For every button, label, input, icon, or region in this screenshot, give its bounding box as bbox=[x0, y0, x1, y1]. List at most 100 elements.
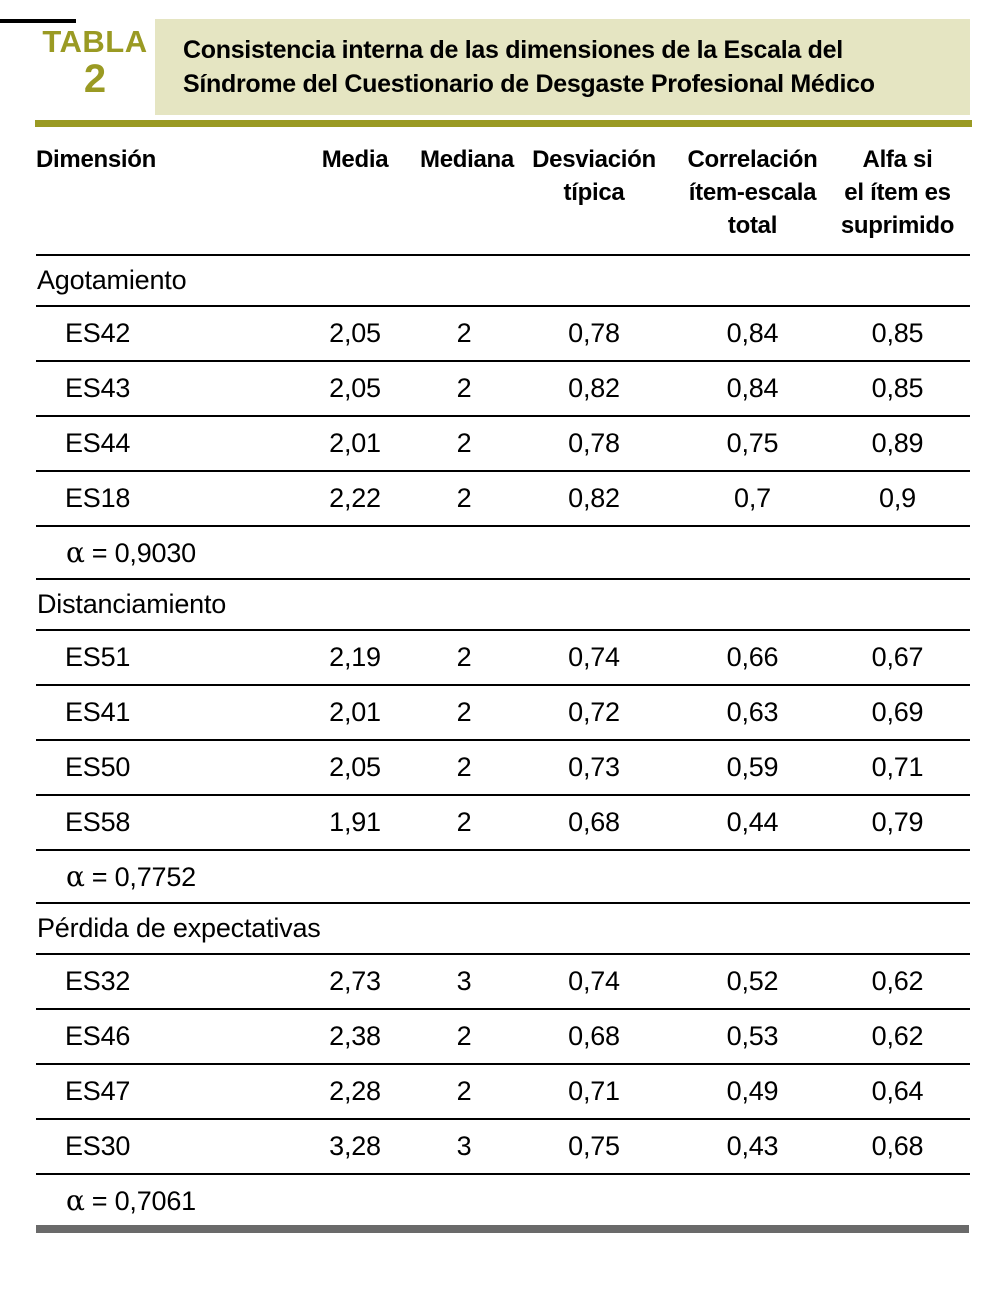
cell-correlacion: 0,84 bbox=[680, 306, 825, 362]
cronbach-alpha: α = 0,7061 bbox=[36, 1174, 970, 1225]
section-row-perdida-de-expectativas: Pérdida de expectativas bbox=[36, 903, 970, 955]
alpha-symbol: α bbox=[66, 1183, 85, 1217]
cell-mediana: 3 bbox=[420, 954, 508, 1010]
cell-alfa: 0,69 bbox=[825, 685, 970, 741]
table-title-line1: Consistencia interna de las dimensiones … bbox=[183, 36, 843, 64]
cell-mediana: 2 bbox=[420, 471, 508, 527]
table-title-line2: Síndrome del Cuestionario de Desgaste Pr… bbox=[183, 70, 875, 98]
table-row: ES58 1,91 2 0,68 0,44 0,79 bbox=[36, 795, 970, 851]
cell-item: ES43 bbox=[36, 361, 290, 417]
cell-mediana: 2 bbox=[420, 361, 508, 417]
section-name: Agotamiento bbox=[36, 255, 970, 307]
cell-desviacion: 0,68 bbox=[508, 795, 680, 851]
cell-alfa: 0,89 bbox=[825, 416, 970, 472]
alpha-value: = 0,7752 bbox=[91, 862, 196, 892]
cell-alfa: 0,62 bbox=[825, 954, 970, 1010]
cell-item: ES46 bbox=[36, 1009, 290, 1065]
cell-correlacion: 0,84 bbox=[680, 361, 825, 417]
col-header-alfa: Alfa si el ítem es suprimido bbox=[825, 141, 970, 256]
table-row: ES51 2,19 2 0,74 0,66 0,67 bbox=[36, 630, 970, 686]
cell-item: ES58 bbox=[36, 795, 290, 851]
table-row: ES42 2,05 2 0,78 0,84 0,85 bbox=[36, 306, 970, 362]
cell-item: ES41 bbox=[36, 685, 290, 741]
cell-correlacion: 0,49 bbox=[680, 1064, 825, 1120]
table-row: ES43 2,05 2 0,82 0,84 0,85 bbox=[36, 361, 970, 417]
cell-correlacion: 0,53 bbox=[680, 1009, 825, 1065]
alpha-value: = 0,7061 bbox=[91, 1185, 196, 1216]
alpha-symbol: α bbox=[66, 536, 85, 569]
table-header-band: TABLA 2 Consistencia interna de las dime… bbox=[35, 19, 970, 115]
cell-item: ES51 bbox=[36, 630, 290, 686]
col-header-mediana: Mediana bbox=[420, 141, 514, 256]
cell-media: 2,01 bbox=[290, 416, 420, 472]
table-row: ES41 2,01 2 0,72 0,63 0,69 bbox=[36, 685, 970, 741]
cell-mediana: 2 bbox=[420, 740, 508, 796]
cell-media: 2,73 bbox=[290, 954, 420, 1010]
cell-mediana: 2 bbox=[420, 306, 508, 362]
cronbach-alpha: α = 0,9030 bbox=[36, 526, 970, 580]
alpha-symbol: α bbox=[66, 860, 85, 893]
cell-item: ES18 bbox=[36, 471, 290, 527]
cell-correlacion: 0,43 bbox=[680, 1119, 825, 1175]
alpha-row: α = 0,7752 bbox=[36, 850, 970, 904]
cell-media: 2,38 bbox=[290, 1009, 420, 1065]
cell-media: 2,05 bbox=[290, 361, 420, 417]
consistency-table: Dimensión Media Mediana Desviación típic… bbox=[36, 141, 970, 1225]
table-bottom-rule bbox=[36, 1225, 969, 1233]
section-row-distanciamiento: Distanciamiento bbox=[36, 579, 970, 631]
cell-item: ES47 bbox=[36, 1064, 290, 1120]
cell-correlacion: 0,59 bbox=[680, 740, 825, 796]
cell-alfa: 0,85 bbox=[825, 306, 970, 362]
cell-alfa: 0,62 bbox=[825, 1009, 970, 1065]
cell-desviacion: 0,68 bbox=[508, 1009, 680, 1065]
table-title-box: Consistencia interna de las dimensiones … bbox=[155, 19, 970, 115]
col-header-correlacion: Correlación ítem-escala total bbox=[680, 141, 825, 256]
table-number-badge: TABLA 2 bbox=[35, 19, 155, 115]
cell-item: ES32 bbox=[36, 954, 290, 1010]
cell-desviacion: 0,78 bbox=[508, 306, 680, 362]
cell-item: ES30 bbox=[36, 1119, 290, 1175]
section-name: Pérdida de expectativas bbox=[36, 903, 970, 955]
cell-desviacion: 0,74 bbox=[508, 630, 680, 686]
table-row: ES47 2,28 2 0,71 0,49 0,64 bbox=[36, 1064, 970, 1120]
cell-alfa: 0,67 bbox=[825, 630, 970, 686]
cell-desviacion: 0,71 bbox=[508, 1064, 680, 1120]
cell-desviacion: 0,82 bbox=[508, 471, 680, 527]
page-top-rule bbox=[0, 19, 76, 23]
cell-correlacion: 0,52 bbox=[680, 954, 825, 1010]
table-row: ES18 2,22 2 0,82 0,7 0,9 bbox=[36, 471, 970, 527]
alpha-row: α = 0,7061 bbox=[36, 1174, 970, 1225]
alpha-row: α = 0,9030 bbox=[36, 526, 970, 580]
cell-alfa: 0,71 bbox=[825, 740, 970, 796]
cell-media: 2,05 bbox=[290, 306, 420, 362]
col-header-media: Media bbox=[290, 141, 420, 256]
cell-mediana: 2 bbox=[420, 630, 508, 686]
cell-alfa: 0,9 bbox=[825, 471, 970, 527]
table-badge-word: TABLA bbox=[42, 24, 148, 59]
cell-alfa: 0,85 bbox=[825, 361, 970, 417]
cell-mediana: 2 bbox=[420, 1009, 508, 1065]
cell-media: 1,91 bbox=[290, 795, 420, 851]
cell-mediana: 2 bbox=[420, 795, 508, 851]
table-row: ES32 2,73 3 0,74 0,52 0,62 bbox=[36, 954, 970, 1010]
cell-correlacion: 0,7 bbox=[680, 471, 825, 527]
column-header-row: Dimensión Media Mediana Desviación típic… bbox=[36, 141, 970, 256]
cell-item: ES44 bbox=[36, 416, 290, 472]
alpha-value: = 0,9030 bbox=[91, 538, 196, 568]
cell-desviacion: 0,74 bbox=[508, 954, 680, 1010]
cell-alfa: 0,68 bbox=[825, 1119, 970, 1175]
cell-media: 2,19 bbox=[290, 630, 420, 686]
section-name: Distanciamiento bbox=[36, 579, 970, 631]
section-row-agotamiento: Agotamiento bbox=[36, 255, 970, 307]
cell-correlacion: 0,66 bbox=[680, 630, 825, 686]
col-header-dimension: Dimensión bbox=[36, 141, 290, 256]
col-header-desviacion: Desviación típica bbox=[508, 141, 680, 256]
cell-item: ES50 bbox=[36, 740, 290, 796]
cell-correlacion: 0,63 bbox=[680, 685, 825, 741]
table-row: ES50 2,05 2 0,73 0,59 0,71 bbox=[36, 740, 970, 796]
table-row: ES44 2,01 2 0,78 0,75 0,89 bbox=[36, 416, 970, 472]
cell-desviacion: 0,73 bbox=[508, 740, 680, 796]
cell-desviacion: 0,72 bbox=[508, 685, 680, 741]
cell-media: 2,01 bbox=[290, 685, 420, 741]
cell-media: 2,22 bbox=[290, 471, 420, 527]
